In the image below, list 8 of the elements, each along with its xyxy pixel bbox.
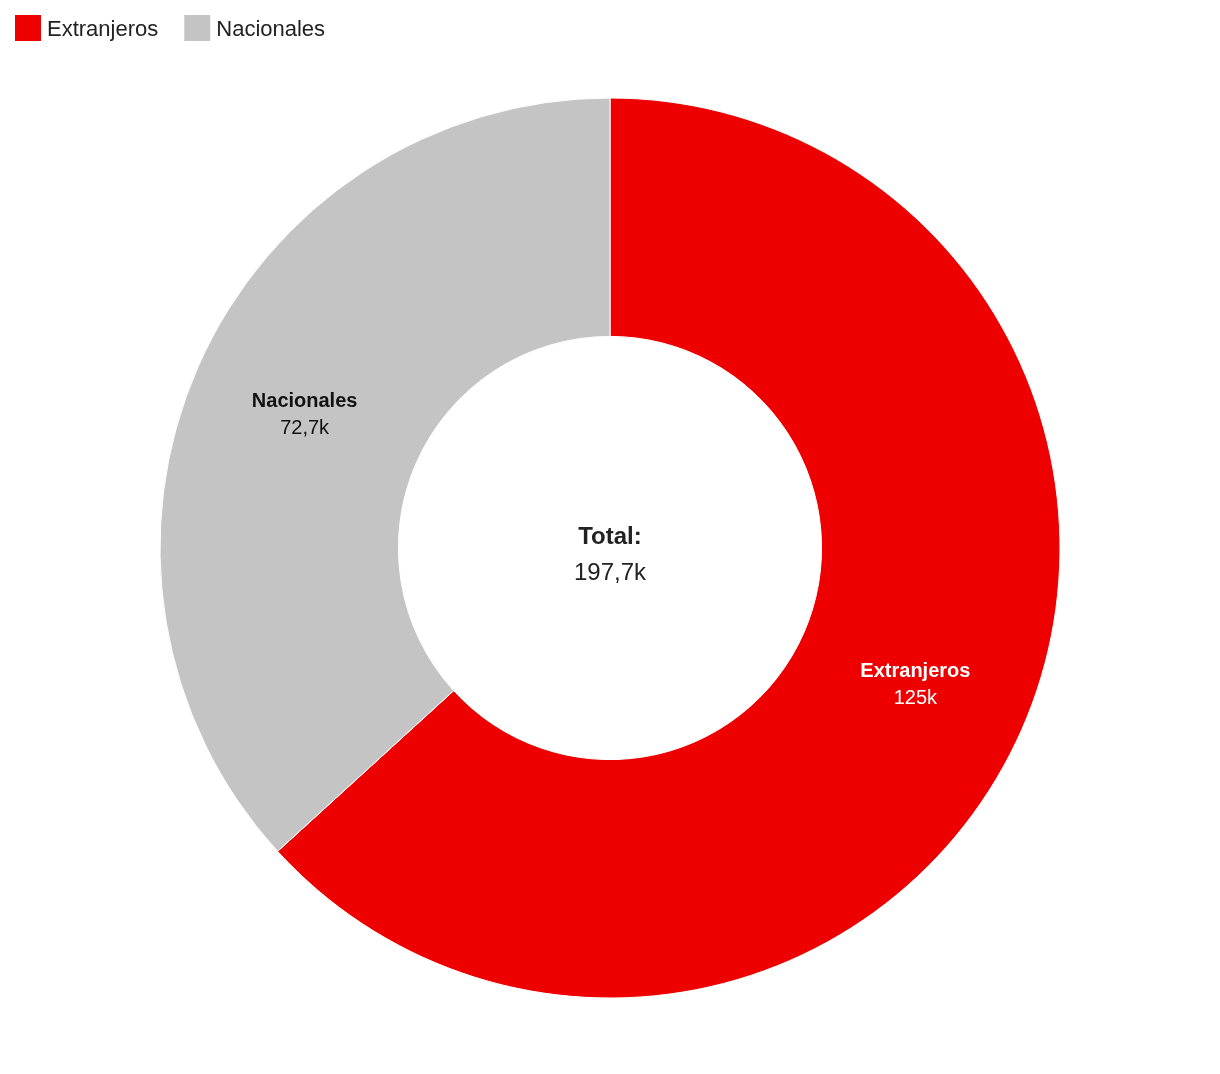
legend-label: Nacionales bbox=[216, 15, 326, 41]
text: Total: bbox=[578, 521, 642, 549]
legend-label: Extranjeros bbox=[47, 15, 159, 41]
data-label: 72,7k bbox=[280, 416, 331, 439]
slice-label: Nacionales bbox=[251, 389, 358, 412]
slice-label: Extranjeros bbox=[860, 658, 971, 681]
data-label: 125k bbox=[893, 685, 939, 708]
text: 197,7k bbox=[573, 557, 648, 585]
